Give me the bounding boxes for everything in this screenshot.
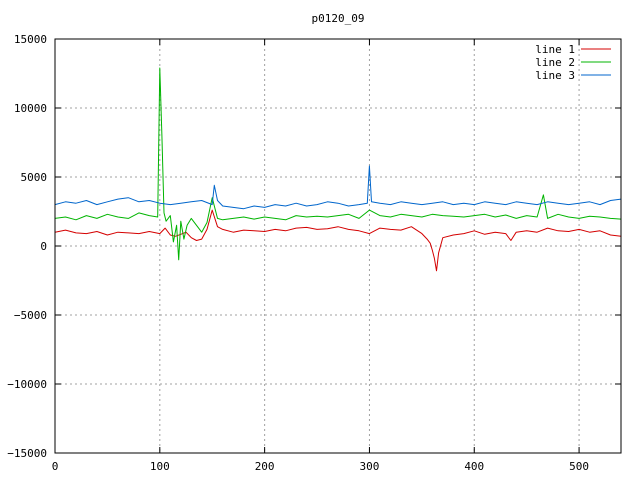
y-tick-label: −5000 [14,309,47,322]
x-tick-label: 0 [52,460,59,473]
ticks: 0 100 200 300 400 500 −15000 −10000 −5000 0 5000 10… [7,33,621,473]
chart-title: p0120_09 [312,12,365,25]
y-tick-label: 15000 [14,33,47,46]
legend-label-1: line 1 [535,43,575,56]
x-tick-label: 200 [255,460,275,473]
legend-label-3: line 3 [535,69,575,82]
y-tick-label: 0 [40,240,47,253]
x-tick-label: 500 [569,460,589,473]
y-tick-label: −15000 [7,447,47,460]
x-tick-label: 100 [150,460,170,473]
grid [55,39,621,453]
y-tick-label: 10000 [14,102,47,115]
series-line-1 [54,209,622,272]
x-tick-label: 300 [360,460,380,473]
y-tick-label: −10000 [7,378,47,391]
series-layer [54,67,622,272]
series-line-2 [54,67,622,261]
x-tick-label: 400 [464,460,484,473]
legend-label-2: line 2 [535,56,575,69]
y-tick-label: 5000 [21,171,48,184]
series-line-3 [54,165,622,210]
